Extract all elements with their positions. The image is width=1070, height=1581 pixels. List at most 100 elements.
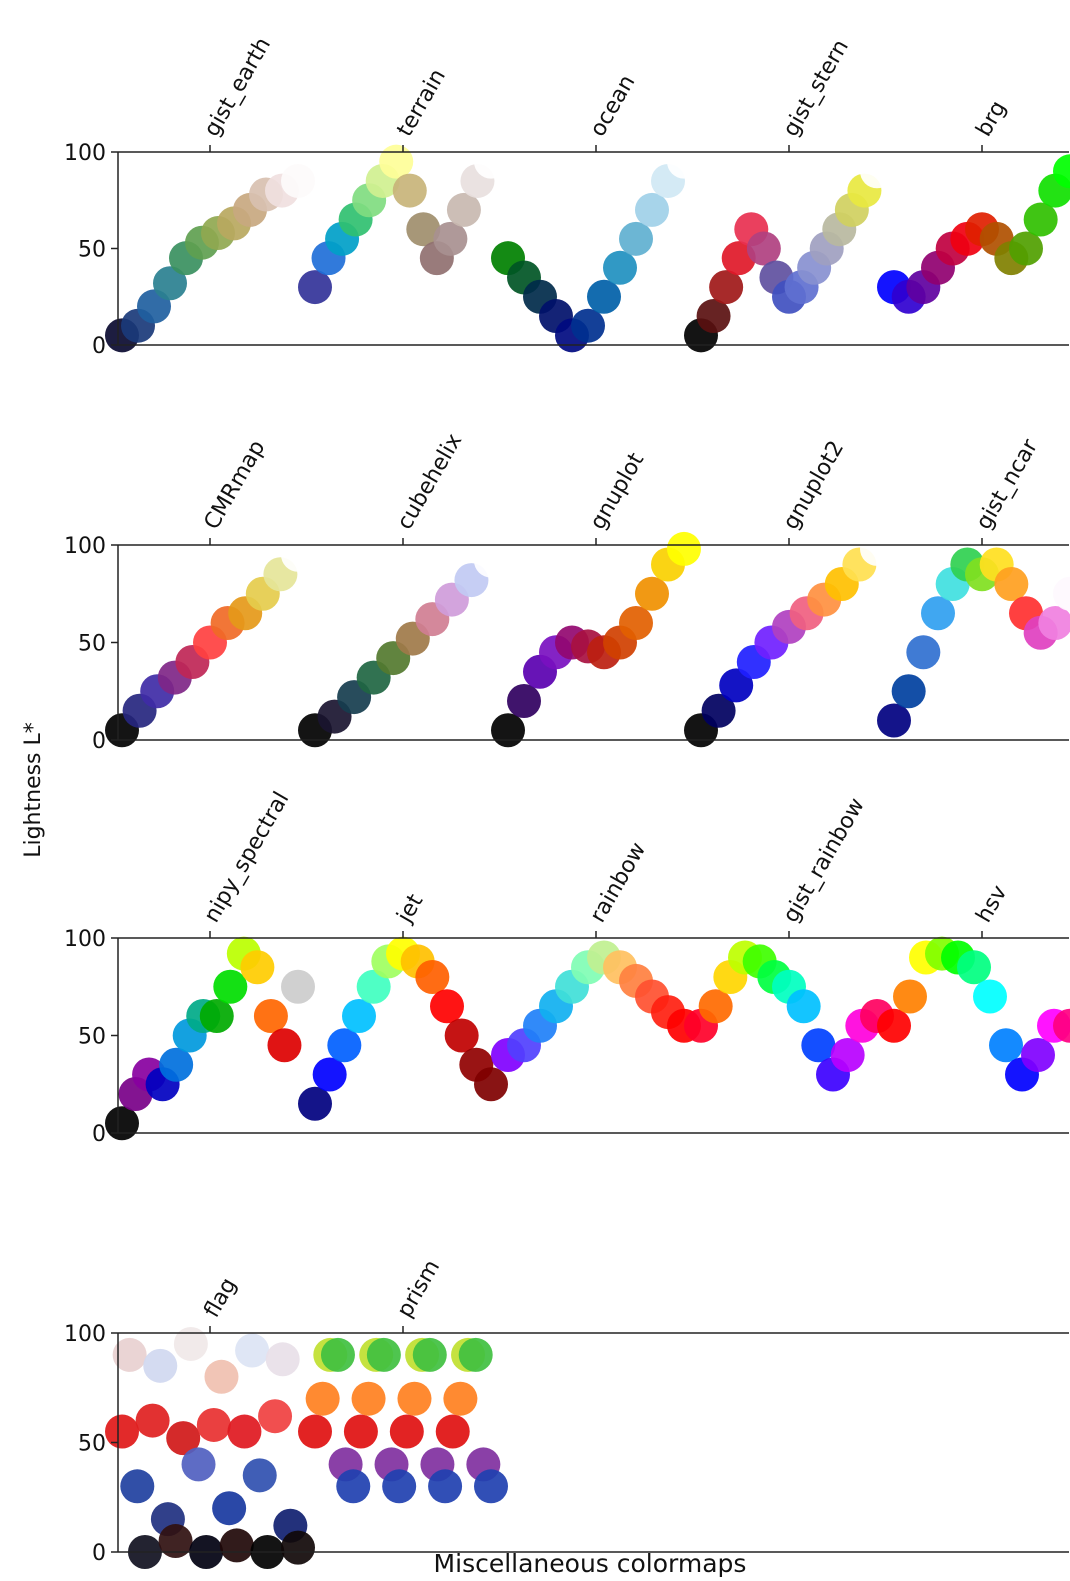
point [312,1057,347,1092]
panel: gist_earth terrain ocean gist_stern brg 0 50 10… [64,33,1070,359]
point [143,1348,178,1383]
y-tick-label: 0 [92,1122,106,1147]
point [342,999,376,1033]
point [281,969,315,1004]
point [667,531,701,566]
point [430,989,464,1024]
point [366,1337,401,1372]
colormap-label: ocean [586,71,641,141]
point [158,1524,193,1559]
point [893,979,927,1014]
point [635,576,669,611]
point [379,144,414,179]
points [105,1326,508,1569]
y-tick-label: 50 [78,238,106,263]
point [258,1399,293,1434]
point [860,531,894,566]
point [446,192,481,227]
point [298,1414,332,1449]
point [719,668,754,703]
y-tick-label: 50 [78,1025,106,1050]
colormap-label: gnuplot [586,448,650,534]
point [989,1028,1023,1063]
colormap-label: gnuplot2 [779,437,850,534]
point [298,270,332,305]
point [786,989,821,1024]
point [281,163,315,198]
y-tick-label: 0 [92,729,106,754]
point [444,1018,479,1053]
point [571,308,605,343]
point [199,999,234,1033]
panel: CMRmap cubehelix gnuplot gnuplot2 gist_ncar 0… [64,429,1070,754]
point [406,212,441,247]
point [212,1491,247,1526]
point [746,231,781,266]
point [320,1337,355,1372]
point [1021,1038,1055,1072]
colormap-label: prism [393,1256,446,1322]
point [213,969,248,1004]
colormap-label: cubehelix [393,429,468,534]
y-tick-label: 100 [64,1322,106,1347]
point [698,989,733,1024]
point [973,979,1007,1014]
panel: nipy_spectral jet rainbow gist_rainbow hsv 0 5… [64,788,1070,1147]
point [433,221,468,256]
point [389,1414,424,1449]
point [240,950,275,985]
point [921,596,955,631]
point [877,703,911,738]
point [1009,231,1043,266]
point [994,567,1029,601]
point [891,674,926,709]
point [336,1469,371,1504]
points [105,531,1070,748]
point [166,1421,201,1456]
point [351,1381,386,1416]
point [153,266,187,301]
point [701,693,736,728]
point [242,1458,277,1493]
point [281,537,315,572]
point [635,192,669,227]
point [957,950,991,985]
points [105,936,1070,1141]
point [587,279,621,314]
y-tick-label: 0 [92,1541,106,1566]
point [327,1028,362,1063]
point [173,1326,208,1361]
colormap-label: gist_stern [779,35,854,141]
point [219,1528,254,1563]
point [877,1008,911,1043]
colormap-label: gist_rainbow [779,794,870,927]
point [181,1447,216,1482]
point [474,144,508,179]
point [1023,202,1058,237]
x-axis-label: Miscellaneous colormaps [434,1549,747,1578]
y-tick-label: 0 [92,334,106,359]
point [507,684,541,718]
point [105,1414,139,1449]
point [159,1047,194,1082]
colormap-label: terrain [393,65,451,141]
panel: flag prism 0 50 100 [64,1256,1069,1569]
y-axis-label: Lightness L* [21,722,46,858]
point [112,1337,147,1372]
point [709,270,744,305]
point [458,1337,493,1372]
point [474,1469,508,1504]
point [120,1469,155,1504]
colormap-label: jet [392,890,428,928]
point [603,250,637,285]
point [443,1381,478,1416]
point [356,969,391,1004]
point [253,999,288,1033]
point [397,1381,432,1416]
y-tick-label: 50 [78,632,106,657]
point [435,1414,470,1449]
point [305,1381,340,1416]
point [860,154,894,189]
y-tick-label: 50 [78,1432,106,1457]
